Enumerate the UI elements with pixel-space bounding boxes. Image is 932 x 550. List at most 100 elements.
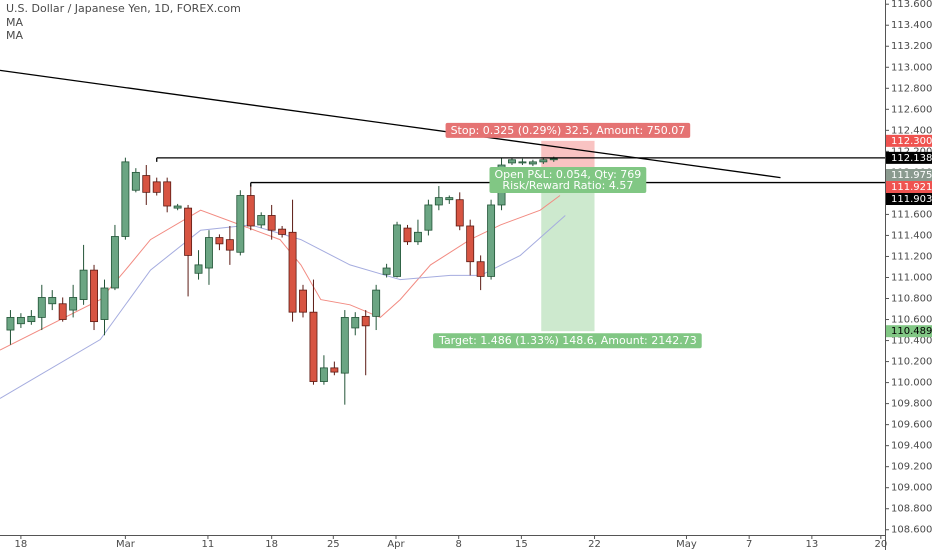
candle-body [487, 204, 496, 277]
candle-body [299, 289, 307, 313]
candle-body [236, 195, 245, 253]
candle-body [152, 181, 161, 193]
candle-body [288, 231, 297, 313]
candle-body [110, 236, 119, 289]
candle-body [131, 171, 140, 191]
candle-body [278, 228, 287, 235]
x-tick-label: Mar [116, 539, 136, 550]
price-tag-label: 111.921 [891, 182, 932, 193]
y-tick-label: 109.000 [891, 483, 932, 494]
target-zone [541, 175, 595, 332]
x-tick-label: 13 [805, 539, 818, 550]
x-tick-label: 18 [265, 539, 278, 550]
candle-body [539, 159, 548, 163]
price-tag [886, 151, 932, 164]
y-tick-label: 113.400 [891, 20, 932, 31]
candle-body [361, 315, 370, 327]
candle-body [142, 175, 151, 193]
candle-body [476, 261, 485, 277]
x-tick-label: 11 [202, 539, 215, 550]
candle-body [246, 195, 255, 227]
y-tick-label: 110.400 [891, 336, 932, 347]
x-tick-label: 25 [327, 539, 340, 550]
candle-body [163, 181, 172, 207]
label-box [445, 122, 691, 138]
stop-label: Stop: 0.325 (0.29%) 32.5, Amount: 750.07 [451, 124, 686, 137]
candle-body [382, 267, 391, 275]
candle-body [225, 239, 234, 251]
candle-body [518, 161, 527, 164]
y-tick-label: 109.800 [891, 399, 932, 410]
candle-body [424, 204, 433, 231]
candle-body [413, 231, 422, 243]
y-tick-label: 110.600 [891, 315, 932, 326]
y-tick-label: 110.800 [891, 294, 932, 305]
price-tag [886, 134, 932, 147]
price-tag-label: 112.138 [891, 153, 932, 164]
candle-body [48, 297, 57, 305]
x-tick-label: May [676, 539, 697, 550]
candle-body [455, 199, 464, 227]
y-tick-label: 111.600 [891, 209, 932, 220]
candle-body [121, 161, 130, 237]
y-tick-label: 108.800 [891, 504, 932, 515]
candle-body [184, 207, 193, 256]
price-tag [886, 169, 932, 182]
target-label: Target: 1.486 (1.33%) 148.6, Amount: 214… [438, 334, 697, 347]
y-tick-label: 111.000 [891, 272, 932, 283]
y-tick-label: 110.000 [891, 378, 932, 389]
legend-entry: MA [6, 16, 23, 29]
y-tick-label: 111.200 [891, 251, 932, 262]
candle-body [528, 161, 537, 165]
trend-line [0, 69, 781, 179]
candle-body [37, 297, 46, 318]
x-tick-label: 15 [515, 539, 528, 550]
y-tick-label: 113.000 [891, 62, 932, 73]
moving-average [0, 195, 561, 351]
y-tick-label: 112.200 [891, 146, 932, 157]
candle-body [466, 225, 475, 263]
price-tag [886, 325, 932, 338]
candle-body [215, 237, 224, 245]
x-tick-label: 7 [746, 539, 752, 550]
candle-body [309, 311, 318, 382]
y-tick-label: 109.400 [891, 441, 932, 452]
candle-body [27, 315, 36, 323]
chart-title: U.S. Dollar / Japanese Yen, 1D, FOREX.co… [6, 2, 241, 15]
candle-body [173, 205, 182, 209]
y-tick-label: 112.400 [891, 125, 932, 136]
candle-body [330, 367, 339, 373]
x-tick-label: 22 [588, 539, 601, 550]
label-box [433, 333, 702, 349]
candle-body [194, 264, 203, 274]
candle-body [403, 227, 412, 243]
price-tag-label: 112.300 [891, 136, 932, 147]
y-tick-label: 112.600 [891, 104, 932, 115]
candle-body [205, 237, 213, 269]
candle-body [445, 197, 454, 201]
candle-body [351, 317, 360, 329]
price-tag [886, 193, 932, 206]
candle-body [69, 297, 78, 311]
pnl-label: Open P&L: 0.054, Qty: 769 [494, 168, 641, 181]
x-tick-label: 20 [874, 539, 887, 550]
candle-body [90, 269, 98, 323]
label-box [489, 167, 647, 194]
candle-body [6, 317, 15, 331]
y-tick-label: 110.200 [891, 357, 932, 368]
y-tick-label: 113.200 [891, 41, 932, 52]
y-tick-label: 108.600 [891, 525, 932, 536]
candle-body [16, 317, 25, 325]
candle-body [508, 159, 516, 164]
x-tick-label: Apr [387, 539, 405, 550]
legend-entry: MA [6, 29, 23, 42]
candle-body [549, 158, 558, 161]
candle-body [257, 215, 266, 226]
y-tick-label: 109.200 [891, 462, 932, 473]
price-tag [886, 181, 932, 194]
y-tick-label: 111.400 [891, 230, 932, 241]
candle-body [393, 224, 402, 277]
candle-body [58, 303, 67, 320]
